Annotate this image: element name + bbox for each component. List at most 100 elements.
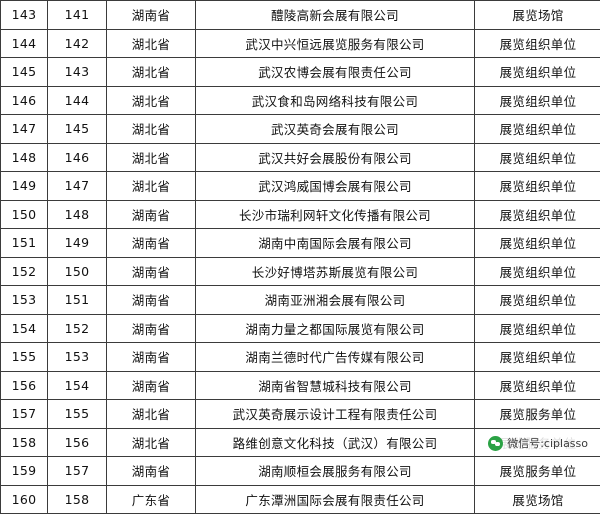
province-cell[interactable]: 湖南省 <box>107 314 196 343</box>
sequence-cell[interactable]: 156 <box>48 428 107 457</box>
row-number-cell[interactable]: 152 <box>1 257 48 286</box>
province-cell[interactable]: 湖北省 <box>107 29 196 58</box>
sequence-cell[interactable]: 154 <box>48 371 107 400</box>
province-cell[interactable]: 湖南省 <box>107 257 196 286</box>
company-name-cell[interactable]: 武汉中兴恒远展览服务有限公司 <box>196 29 475 58</box>
row-number-cell[interactable]: 158 <box>1 428 48 457</box>
province-cell[interactable]: 湖南省 <box>107 286 196 315</box>
row-number-cell[interactable]: 155 <box>1 343 48 372</box>
sequence-cell[interactable]: 158 <box>48 485 107 514</box>
unit-type-cell[interactable]: 展览组织单位 <box>475 286 600 315</box>
company-name-cell[interactable]: 长沙市瑞利网轩文化传播有限公司 <box>196 200 475 229</box>
sequence-cell[interactable]: 144 <box>48 86 107 115</box>
row-number-cell[interactable]: 154 <box>1 314 48 343</box>
province-cell[interactable]: 湖南省 <box>107 371 196 400</box>
company-name-cell[interactable]: 湖南顺桓会展服务有限公司 <box>196 457 475 486</box>
unit-type-cell[interactable]: 展览组织单位 <box>475 200 600 229</box>
company-name-cell[interactable]: 武汉共好会展股份有限公司 <box>196 143 475 172</box>
province-cell[interactable]: 湖南省 <box>107 1 196 30</box>
province-cell[interactable]: 湖北省 <box>107 172 196 201</box>
row-number-cell[interactable]: 146 <box>1 86 48 115</box>
sequence-cell[interactable]: 142 <box>48 29 107 58</box>
unit-type-cell[interactable]: 展览服务单位 <box>475 400 600 429</box>
sequence-cell[interactable]: 151 <box>48 286 107 315</box>
sequence-cell[interactable]: 146 <box>48 143 107 172</box>
company-name-cell[interactable]: 武汉英奇会展有限公司 <box>196 115 475 144</box>
company-name-cell[interactable]: 醴陵高新会展有限公司 <box>196 1 475 30</box>
company-name-cell[interactable]: 长沙好博塔苏斯展览有限公司 <box>196 257 475 286</box>
row-number-cell[interactable]: 150 <box>1 200 48 229</box>
row-number-cell[interactable]: 143 <box>1 1 48 30</box>
province-cell[interactable]: 湖北省 <box>107 400 196 429</box>
sequence-cell[interactable]: 157 <box>48 457 107 486</box>
unit-type-cell[interactable]: 展览场馆 <box>475 1 600 30</box>
province-cell[interactable]: 湖北省 <box>107 58 196 87</box>
province-cell[interactable]: 广东省 <box>107 485 196 514</box>
province-cell[interactable]: 湖南省 <box>107 229 196 258</box>
unit-type-cell[interactable]: 展览服务单位 <box>475 457 600 486</box>
row-number-cell[interactable]: 148 <box>1 143 48 172</box>
sequence-cell[interactable]: 148 <box>48 200 107 229</box>
company-name-cell[interactable]: 武汉食和岛网络科技有限公司 <box>196 86 475 115</box>
company-name-cell[interactable]: 武汉英奇展示设计工程有限责任公司 <box>196 400 475 429</box>
province-cell[interactable]: 湖北省 <box>107 86 196 115</box>
unit-type-cell[interactable]: 展览服务单位 <box>475 428 600 457</box>
sequence-cell[interactable]: 153 <box>48 343 107 372</box>
sequence-cell[interactable]: 145 <box>48 115 107 144</box>
sequence-cell[interactable]: 143 <box>48 58 107 87</box>
province-cell[interactable]: 湖北省 <box>107 115 196 144</box>
unit-type-cell[interactable]: 展览组织单位 <box>475 115 600 144</box>
row-number-cell[interactable]: 159 <box>1 457 48 486</box>
unit-type-cell[interactable]: 展览组织单位 <box>475 343 600 372</box>
row-number-cell[interactable]: 160 <box>1 485 48 514</box>
province-cell[interactable]: 湖北省 <box>107 428 196 457</box>
row-number-cell[interactable]: 144 <box>1 29 48 58</box>
province-cell[interactable]: 湖北省 <box>107 143 196 172</box>
unit-type-cell[interactable]: 展览场馆 <box>475 485 600 514</box>
sequence-cell[interactable]: 149 <box>48 229 107 258</box>
row-number-cell[interactable]: 157 <box>1 400 48 429</box>
company-name-cell[interactable]: 湖南中南国际会展有限公司 <box>196 229 475 258</box>
row-number-cell[interactable]: 156 <box>1 371 48 400</box>
row-number-cell[interactable]: 147 <box>1 115 48 144</box>
province-cell[interactable]: 湖南省 <box>107 200 196 229</box>
sequence-cell[interactable]: 155 <box>48 400 107 429</box>
row-number-cell[interactable]: 149 <box>1 172 48 201</box>
unit-type-cell[interactable]: 展览组织单位 <box>475 371 600 400</box>
sequence-cell[interactable]: 150 <box>48 257 107 286</box>
company-name-cell[interactable]: 武汉鸿威国博会展有限公司 <box>196 172 475 201</box>
unit-type-cell[interactable]: 展览组织单位 <box>475 314 600 343</box>
unit-type-cell[interactable]: 展览组织单位 <box>475 58 600 87</box>
province-cell[interactable]: 湖南省 <box>107 457 196 486</box>
row-number-cell[interactable]: 151 <box>1 229 48 258</box>
sequence-cell[interactable]: 147 <box>48 172 107 201</box>
row-number-cell[interactable]: 153 <box>1 286 48 315</box>
company-name-cell[interactable]: 湖南力量之都国际展览有限公司 <box>196 314 475 343</box>
unit-type-cell[interactable]: 展览组织单位 <box>475 143 600 172</box>
unit-type-cell[interactable]: 展览组织单位 <box>475 86 600 115</box>
unit-type-cell[interactable]: 展览组织单位 <box>475 172 600 201</box>
unit-type-cell[interactable]: 展览组织单位 <box>475 257 600 286</box>
company-name-cell[interactable]: 路维创意文化科技（武汉）有限公司 <box>196 428 475 457</box>
row-number-cell[interactable]: 145 <box>1 58 48 87</box>
company-name-cell[interactable]: 湖南省智慧城科技有限公司 <box>196 371 475 400</box>
company-name-cell[interactable]: 广东潭洲国际会展有限责任公司 <box>196 485 475 514</box>
unit-type-cell[interactable]: 展览组织单位 <box>475 229 600 258</box>
sequence-cell[interactable]: 152 <box>48 314 107 343</box>
company-name-cell[interactable]: 湖南兰德时代广告传媒有限公司 <box>196 343 475 372</box>
sequence-cell[interactable]: 141 <box>48 1 107 30</box>
unit-type-cell[interactable]: 展览组织单位 <box>475 29 600 58</box>
company-name-cell[interactable]: 湖南亚洲湘会展有限公司 <box>196 286 475 315</box>
province-cell[interactable]: 湖南省 <box>107 343 196 372</box>
company-name-cell[interactable]: 武汉农博会展有限责任公司 <box>196 58 475 87</box>
